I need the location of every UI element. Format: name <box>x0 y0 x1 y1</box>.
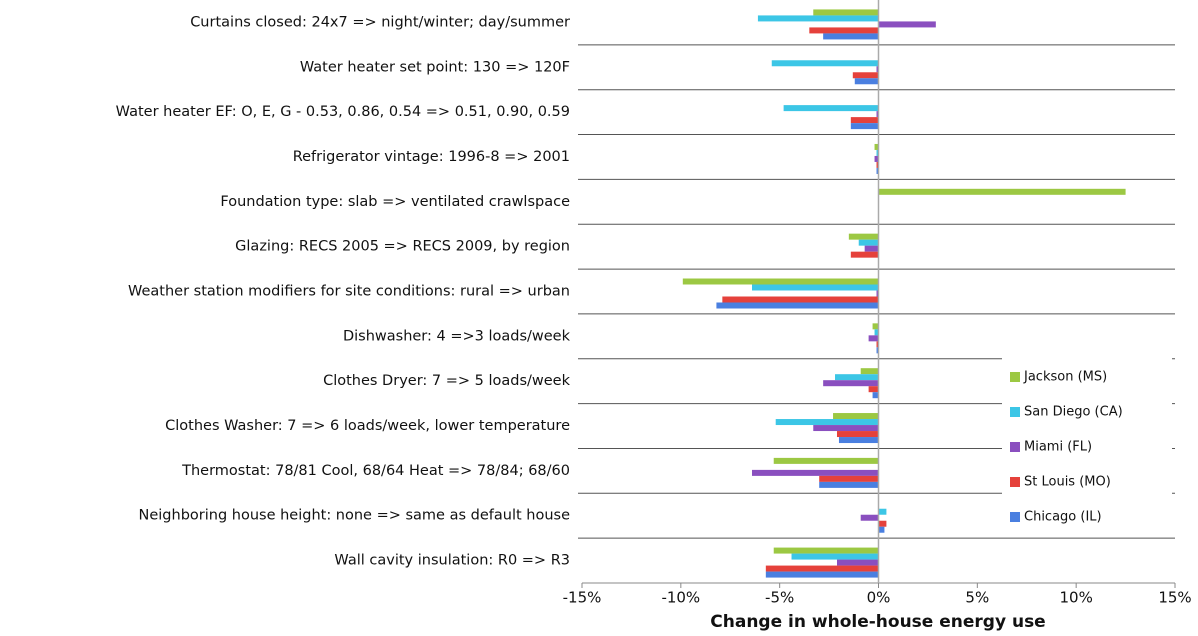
x-tick-label: 15% <box>1158 589 1191 607</box>
bar <box>838 437 879 444</box>
bar <box>874 329 879 336</box>
bar <box>775 419 879 426</box>
bar <box>833 413 879 420</box>
bar <box>878 526 885 533</box>
bar <box>836 431 879 438</box>
bar <box>809 27 879 34</box>
x-tick-label: -5% <box>765 589 794 607</box>
bar <box>876 347 879 354</box>
y-tick-label: Clothes Washer: 7 => 6 loads/week, lower… <box>165 418 570 434</box>
bar <box>878 508 887 515</box>
y-tick-label: Curtains closed: 24x7 => night/winter; d… <box>190 14 570 30</box>
bar <box>773 457 879 464</box>
legend-label: Miami (FL) <box>1024 440 1092 455</box>
y-tick-label: Wall cavity insulation: R0 => R3 <box>334 553 570 569</box>
x-tick-label: 0% <box>867 589 891 607</box>
bar <box>858 239 879 246</box>
bar <box>850 251 879 258</box>
bar <box>848 233 879 240</box>
bar <box>823 33 879 40</box>
y-tick-label: Neighboring house height: none => same a… <box>139 508 571 524</box>
legend-label: San Diego (CA) <box>1024 405 1123 420</box>
y-tick-label: Weather station modifiers for site condi… <box>128 284 570 300</box>
bar <box>854 78 879 85</box>
y-tick-label: Water heater EF: O, E, G - 0.53, 0.86, 0… <box>116 104 570 120</box>
bar <box>771 60 879 67</box>
x-tick-label: -15% <box>563 589 602 607</box>
bar <box>878 520 887 527</box>
bar <box>872 392 879 399</box>
bar <box>836 559 879 566</box>
bar <box>722 296 879 303</box>
bar <box>860 514 879 521</box>
bar <box>813 9 879 16</box>
bar <box>850 123 879 130</box>
legend-swatch <box>1010 512 1020 522</box>
bar <box>773 547 879 554</box>
legend-label: St Louis (MO) <box>1024 475 1111 490</box>
bar <box>864 245 879 252</box>
bar <box>835 374 879 381</box>
bar <box>874 155 879 162</box>
y-tick-label: Glazing: RECS 2005 => RECS 2009, by regi… <box>235 239 570 255</box>
bar <box>850 117 879 124</box>
y-tick-label: Refrigerator vintage: 1996-8 => 2001 <box>293 149 570 165</box>
bar <box>783 105 879 112</box>
y-tick-label: Clothes Dryer: 7 => 5 loads/week <box>323 373 571 389</box>
bar <box>878 21 936 28</box>
bar <box>876 111 879 118</box>
bar <box>819 475 879 482</box>
bar <box>751 284 879 291</box>
bar <box>682 278 879 285</box>
bar <box>819 481 879 488</box>
bar <box>876 341 879 348</box>
bar <box>765 571 879 578</box>
legend-swatch <box>1010 477 1020 487</box>
bar <box>868 335 879 342</box>
bar <box>852 72 879 79</box>
x-axis-title: Change in whole-house energy use <box>710 612 1045 632</box>
bar <box>823 380 879 387</box>
bar <box>876 66 879 73</box>
bar <box>791 553 879 560</box>
y-tick-label: Thermostat: 78/81 Cool, 68/64 Heat => 78… <box>181 463 570 479</box>
bar <box>876 290 879 297</box>
legend-label: Chicago (IL) <box>1024 510 1102 525</box>
x-tick-label: -10% <box>661 589 700 607</box>
y-tick-label: Foundation type: slab => ventilated craw… <box>220 194 570 210</box>
legend-swatch <box>1010 442 1020 452</box>
legend-box <box>1002 355 1172 535</box>
legend-label: Jackson (MS) <box>1023 370 1107 385</box>
bar <box>813 425 879 432</box>
bar <box>751 469 879 476</box>
x-tick-label: 10% <box>1059 589 1092 607</box>
x-tick-label: 5% <box>965 589 989 607</box>
bar <box>876 167 879 174</box>
bar <box>874 143 879 150</box>
y-tick-label: Water heater set point: 130 => 120F <box>300 59 570 75</box>
bar <box>876 149 879 156</box>
bar <box>868 386 879 393</box>
legend-swatch <box>1010 407 1020 417</box>
y-tick-label: Dishwasher: 4 =>3 loads/week <box>343 328 571 344</box>
bar <box>716 302 879 309</box>
legend-swatch <box>1010 372 1020 382</box>
bar <box>872 323 879 330</box>
bar <box>876 161 879 168</box>
bar <box>757 15 879 22</box>
bar <box>860 368 879 375</box>
bar <box>878 188 1126 195</box>
bar <box>765 565 879 572</box>
